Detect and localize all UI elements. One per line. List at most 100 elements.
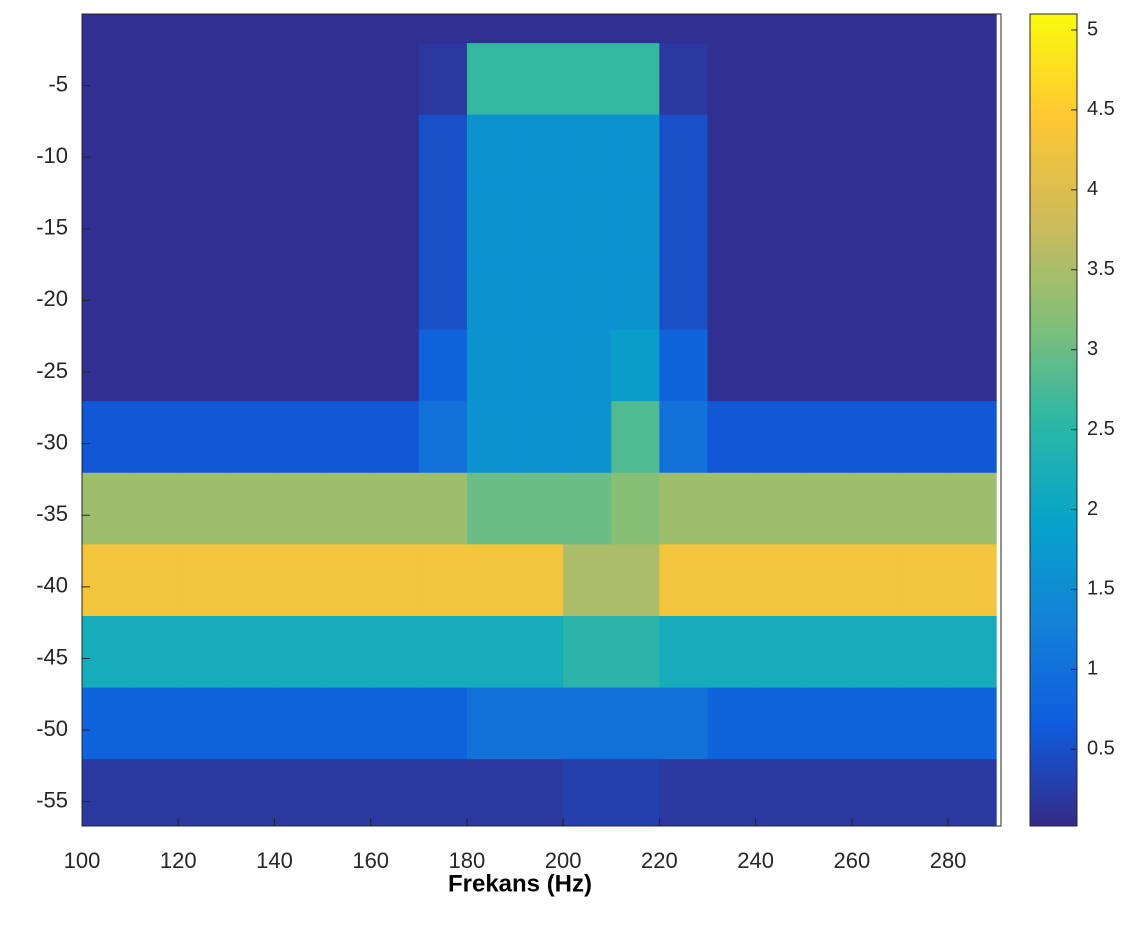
heatmap-cell	[82, 472, 131, 545]
heatmap-cell	[899, 257, 949, 330]
heatmap-cell	[948, 14, 997, 44]
heatmap-cell	[755, 42, 805, 115]
heatmap-cell	[226, 185, 275, 258]
x-tick-label: 280	[930, 848, 967, 873]
heatmap-cell	[803, 257, 853, 330]
heatmap-cell	[707, 400, 757, 473]
y-tick-label: -45	[36, 644, 68, 669]
heatmap-cell	[418, 114, 468, 187]
heatmap-cell	[370, 42, 420, 115]
heatmap-cell	[370, 400, 420, 473]
heatmap-cell	[948, 543, 997, 616]
heatmap-cell	[948, 615, 997, 688]
x-tick-label: 140	[256, 848, 293, 873]
heatmap-cell	[178, 329, 227, 402]
heatmap-cell	[803, 615, 853, 688]
colorbar-tick-label: 5	[1087, 18, 1098, 40]
heatmap-cell	[82, 687, 131, 760]
colorbar-tick-label: 4.5	[1087, 98, 1115, 120]
heatmap-cell	[899, 472, 949, 545]
heatmap-cell	[851, 615, 901, 688]
heatmap-cell	[948, 472, 997, 545]
x-tick-label: 160	[352, 848, 389, 873]
heatmap-cell	[948, 758, 997, 826]
heatmap-cell	[659, 329, 708, 402]
heatmap-cell	[274, 257, 324, 330]
heatmap-cell	[851, 42, 901, 115]
heatmap-cell	[563, 400, 612, 473]
heatmap-cell	[659, 114, 708, 187]
heatmap-cell	[899, 329, 949, 402]
heatmap-cell	[851, 543, 901, 616]
heatmap-cell	[563, 687, 612, 760]
heatmap-cell	[611, 687, 660, 760]
heatmap-cell	[322, 257, 372, 330]
heatmap-cell	[611, 329, 660, 402]
heatmap-cell	[418, 257, 468, 330]
heatmap-cell	[130, 687, 179, 760]
heatmap-cell	[659, 472, 708, 545]
heatmap-cell	[322, 185, 372, 258]
heatmap-cell	[851, 329, 901, 402]
heatmap-cell	[659, 687, 708, 760]
heatmap-cell	[274, 114, 324, 187]
heatmap-cell	[322, 472, 372, 545]
heatmap-cell	[322, 543, 372, 616]
heatmap-cell	[899, 42, 949, 115]
heatmap-cell	[370, 185, 420, 258]
x-tick-label: 100	[64, 848, 101, 873]
colorbar-tick-label: 4	[1087, 178, 1098, 200]
heatmap-cell	[226, 758, 275, 826]
heatmap-cell	[322, 42, 372, 115]
heatmap-cell	[851, 472, 901, 545]
heatmap-cell	[274, 42, 324, 115]
y-tick-label: -35	[36, 501, 68, 526]
heatmap-cell	[707, 114, 757, 187]
heatmap-cell	[274, 329, 324, 402]
heatmap-cell	[418, 329, 468, 402]
heatmap-cell	[899, 687, 949, 760]
heatmap-cell	[611, 543, 660, 616]
heatmap-cell	[418, 185, 468, 258]
heatmap-cell	[707, 257, 757, 330]
heatmap-cell	[611, 758, 660, 826]
heatmap-cell	[82, 14, 131, 44]
heatmap-cell	[178, 400, 227, 473]
heatmap-cell	[130, 758, 179, 826]
heatmap-cell	[466, 257, 516, 330]
heatmap-cell	[611, 185, 660, 258]
heatmap-cell	[803, 758, 853, 826]
heatmap-cell	[274, 185, 324, 258]
heatmap-cell	[274, 14, 324, 44]
colorbar-tick-label: 0.5	[1087, 738, 1115, 760]
heatmap-cell	[322, 400, 372, 473]
heatmap-cell	[82, 42, 131, 115]
heatmap-cell	[563, 185, 612, 258]
colorbar-tick-label: 3.5	[1087, 258, 1115, 280]
heatmap-cell	[226, 114, 275, 187]
heatmap-cell	[178, 687, 227, 760]
heatmap-cell	[803, 185, 853, 258]
heatmap-cell	[178, 758, 227, 826]
x-tick-label: 120	[160, 848, 197, 873]
heatmap-cell	[563, 42, 612, 115]
heatmap-cell	[515, 114, 564, 187]
heatmap-cell	[178, 472, 227, 545]
heatmap	[82, 14, 997, 826]
heatmap-cell	[178, 114, 227, 187]
heatmap-cell	[707, 543, 757, 616]
heatmap-cell	[659, 14, 708, 44]
heatmap-cell	[755, 543, 805, 616]
heatmap-cell	[130, 14, 179, 44]
heatmap-cell	[466, 687, 516, 760]
heatmap-cell	[178, 42, 227, 115]
heatmap-cell	[515, 615, 564, 688]
heatmap-cell	[803, 329, 853, 402]
heatmap-cell	[755, 185, 805, 258]
x-tick-label: 220	[641, 848, 678, 873]
heatmap-cell	[226, 257, 275, 330]
heatmap-cell	[370, 14, 420, 44]
heatmap-cell	[851, 400, 901, 473]
heatmap-cell	[466, 42, 516, 115]
